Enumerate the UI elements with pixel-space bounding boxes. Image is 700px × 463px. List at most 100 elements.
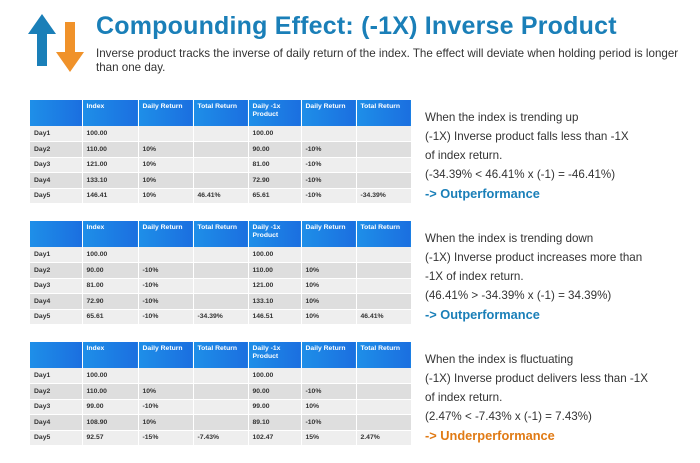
column-header: Index — [82, 100, 139, 126]
table-cell — [138, 247, 194, 263]
day-label: Day2 — [30, 141, 83, 158]
page-title: Compounding Effect: (-1X) Inverse Produc… — [96, 12, 617, 40]
table-cell: 110.00 — [82, 141, 139, 158]
table-cell: -7.43% — [193, 430, 249, 446]
up-down-arrows-icon — [28, 14, 84, 72]
table-cell — [356, 399, 412, 415]
column-header: Total Return — [193, 100, 249, 126]
day-label: Day2 — [30, 383, 83, 400]
table-cell: 72.90 — [248, 172, 302, 189]
table-cell — [138, 126, 194, 142]
table-cell — [138, 368, 194, 384]
table-cell: -10% — [301, 383, 357, 400]
column-header: Daily Return — [138, 221, 194, 247]
explanation-line: (-1X) Inverse product falls less than -1… — [425, 130, 629, 143]
table-cell: 100.00 — [248, 368, 302, 384]
table-row: Day3 81.00 -10% 121.00 10% — [30, 278, 412, 294]
table-cell: 10% — [138, 414, 194, 431]
table-cell: -10% — [301, 188, 357, 204]
table-cell: -15% — [138, 430, 194, 446]
table-cell: 102.47 — [248, 430, 302, 446]
column-header: Total Return — [193, 342, 249, 368]
table-cell: 10% — [138, 157, 194, 173]
table-cell: -10% — [138, 309, 194, 325]
day-label: Day5 — [30, 430, 83, 446]
result-label: -> Outperformance — [425, 186, 540, 201]
day-label: Day1 — [30, 247, 83, 263]
table-cell: 146.41 — [82, 188, 139, 204]
column-header — [30, 342, 83, 368]
table-cell: 108.90 — [82, 414, 139, 431]
column-header: Daily -1x Product — [248, 342, 302, 368]
table-cell: 15% — [301, 430, 357, 446]
column-header: Index — [82, 342, 139, 368]
table-row: Day4 108.90 10% 89.10 -10% — [30, 414, 412, 431]
explanation-line: (-1X) Inverse product increases more tha… — [425, 251, 643, 264]
table-cell: 81.00 — [248, 157, 302, 173]
column-header: Total Return — [356, 100, 412, 126]
table-header-row: Index Daily Return Total Return Daily -1… — [30, 342, 412, 368]
table-cell: -34.39% — [193, 309, 249, 325]
table-cell: -10% — [138, 399, 194, 415]
table-cell: 133.10 — [82, 172, 139, 189]
column-header: Index — [82, 221, 139, 247]
column-header — [30, 100, 83, 126]
table-cell: 10% — [301, 262, 357, 279]
explanation: When the index is trending down (-1X) In… — [425, 229, 695, 324]
table-cell — [356, 157, 412, 173]
explanation-line: When the index is trending up — [425, 111, 579, 124]
column-header: Total Return — [356, 221, 412, 247]
data-table: Index Daily Return Total Return Daily -1… — [30, 221, 412, 325]
table-cell — [193, 141, 249, 158]
table-cell: 2.47% — [356, 430, 412, 446]
data-table: Index Daily Return Total Return Daily -1… — [30, 100, 412, 204]
table-row: Day4 133.10 10% 72.90 -10% — [30, 172, 412, 189]
table-cell — [193, 247, 249, 263]
table-cell: -10% — [138, 278, 194, 294]
table-row: Day2 110.00 10% 90.00 -10% — [30, 141, 412, 158]
data-table: Index Daily Return Total Return Daily -1… — [30, 342, 412, 446]
table-cell: 92.57 — [82, 430, 139, 446]
explanation-line: When the index is fluctuating — [425, 353, 574, 366]
day-label: Day2 — [30, 262, 83, 279]
table-cell: 10% — [301, 309, 357, 325]
explanation-formula: (46.41% > -34.39% x (-1) = 34.39%) — [425, 289, 612, 302]
column-header: Total Return — [356, 342, 412, 368]
table-cell: 110.00 — [248, 262, 302, 279]
explanation-formula: (2.47% < -7.43% x (-1) = 7.43%) — [425, 410, 592, 423]
table-cell: 121.00 — [248, 278, 302, 294]
table-cell — [356, 278, 412, 294]
table-row: Day1 100.00 100.00 — [30, 247, 412, 263]
table-cell — [193, 293, 249, 310]
explanation: When the index is fluctuating (-1X) Inve… — [425, 350, 695, 445]
day-label: Day4 — [30, 414, 83, 431]
table-cell: 90.00 — [82, 262, 139, 279]
table-cell: 90.00 — [248, 383, 302, 400]
table-cell — [301, 126, 357, 142]
page-subtitle: Inverse product tracks the inverse of da… — [96, 47, 679, 74]
table-cell — [193, 126, 249, 142]
day-label: Day4 — [30, 293, 83, 310]
table-cell: 89.10 — [248, 414, 302, 431]
column-header: Daily Return — [138, 342, 194, 368]
table-cell — [301, 247, 357, 263]
column-header: Daily Return — [138, 100, 194, 126]
day-label: Day1 — [30, 126, 83, 142]
explanation-line: -1X of index return. — [425, 270, 524, 283]
day-label: Day5 — [30, 309, 83, 325]
table-cell — [356, 172, 412, 189]
table-cell: -10% — [301, 157, 357, 173]
table-cell — [193, 399, 249, 415]
column-header: Daily -1x Product — [248, 100, 302, 126]
table-cell: 10% — [138, 383, 194, 400]
table-cell: 100.00 — [248, 126, 302, 142]
table-row: Day3 121.00 10% 81.00 -10% — [30, 157, 412, 173]
day-label: Day3 — [30, 399, 83, 415]
result-label: -> Underperformance — [425, 428, 555, 443]
table-cell: 121.00 — [82, 157, 139, 173]
table-cell — [356, 141, 412, 158]
explanation-line: When the index is trending down — [425, 232, 594, 245]
table-cell: 10% — [301, 278, 357, 294]
table-cell — [356, 293, 412, 310]
table-cell: 110.00 — [82, 383, 139, 400]
